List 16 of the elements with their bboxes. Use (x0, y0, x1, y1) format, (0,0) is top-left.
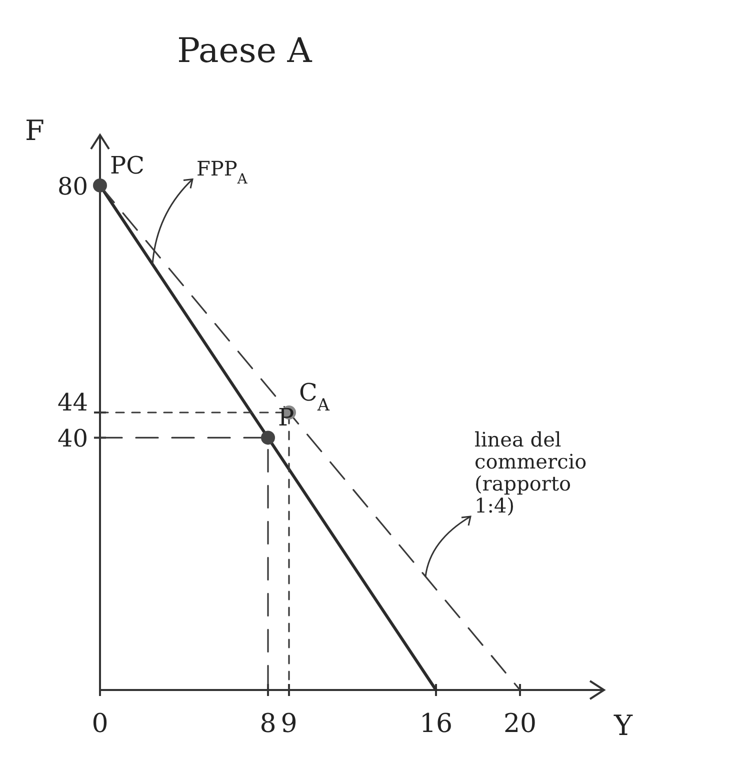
x-axis-title: Y (613, 709, 633, 742)
x-tick-label: 20 (503, 709, 537, 739)
annotation: C$_{A}$ (299, 378, 330, 414)
annotation: FPP$_{A}$ (196, 156, 248, 188)
y-tick-label: 40 (57, 424, 88, 453)
chart-title: Paese A (177, 31, 312, 71)
annotation: P (278, 404, 294, 432)
x-tick-label: 9 (280, 709, 298, 739)
x-tick-label: 16 (419, 709, 453, 739)
x-tick-label: 8 (260, 709, 276, 739)
y-axis-title: F (25, 114, 44, 147)
y-tick-label: 80 (57, 172, 88, 200)
annotation: linea del commercio (rapporto 1:4) (474, 427, 587, 518)
y-tick-label: 44 (57, 388, 88, 416)
x-tick-label: 0 (92, 709, 108, 739)
annotation: PC (110, 151, 145, 180)
